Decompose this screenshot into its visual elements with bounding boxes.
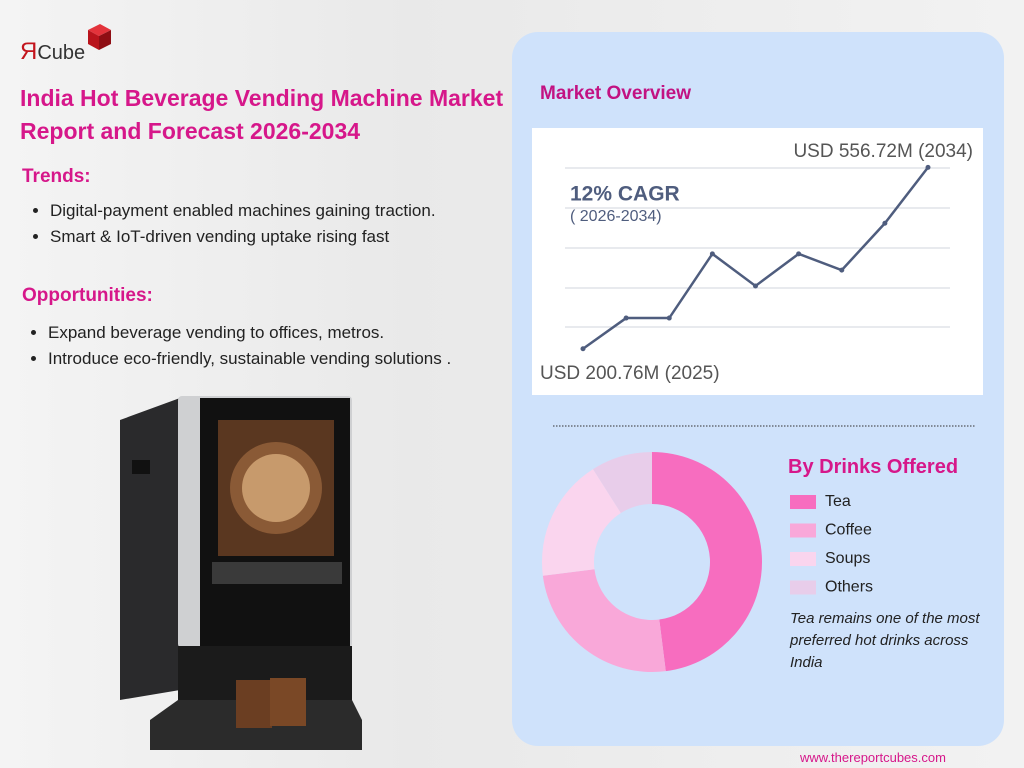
opportunity-item: Expand beverage vending to offices, metr… [48,320,468,346]
annotation: USD 200.76M (2025) [540,363,720,384]
legend-swatch [790,552,816,566]
point [666,315,672,321]
logo-text: Cube [37,42,86,64]
annotation: USD 556.72M (2034) [793,141,973,162]
trend-item: Digital-payment enabled machines gaining… [50,198,540,224]
pie-note: Tea remains one of the most preferred ho… [790,610,980,671]
slice [542,569,666,672]
opportunity-item: Introduce eco-friendly, sustainable vend… [48,346,468,372]
legend-swatch [790,495,816,509]
point [580,346,586,352]
grid [565,167,950,328]
legend-label: Coffee [825,522,872,539]
title: India Hot Beverage Vending Machine Marke… [20,85,504,144]
legend-swatch [790,580,816,595]
point [796,251,802,257]
point [709,251,715,257]
legend-label: Soups [825,550,870,567]
slice [542,469,621,576]
opportunities-list: Expand beverage vending to offices, metr… [20,320,468,372]
legend-label: Tea [825,493,851,510]
logo-mark: Я [20,38,38,65]
annotation: 12% CAGR [570,183,680,206]
annotation: ( 2026-2034) [570,208,662,225]
slice [652,452,762,672]
pie-title: By Drinks Offered [788,456,959,478]
trend-item: Smart & IoT-driven vending uptake rising… [50,224,540,250]
point [882,220,888,226]
legend-swatch [790,523,816,538]
line-chart-box [532,128,983,395]
point [925,164,931,170]
line-title: Market Overview [540,83,692,104]
trends-heading: Trends: [22,166,91,187]
point [623,315,629,321]
point [839,267,845,273]
vending-machine [120,396,362,750]
footer: www.thereportcubes.com [800,750,946,765]
legend-label: Others [825,579,873,596]
trends-list: Digital-payment enabled machines gaining… [22,198,540,250]
logo: ЯCube [20,38,85,66]
point [753,283,758,289]
opportunities-heading: Opportunities: [22,285,153,306]
logo-cube [88,24,111,50]
slice [593,452,652,514]
